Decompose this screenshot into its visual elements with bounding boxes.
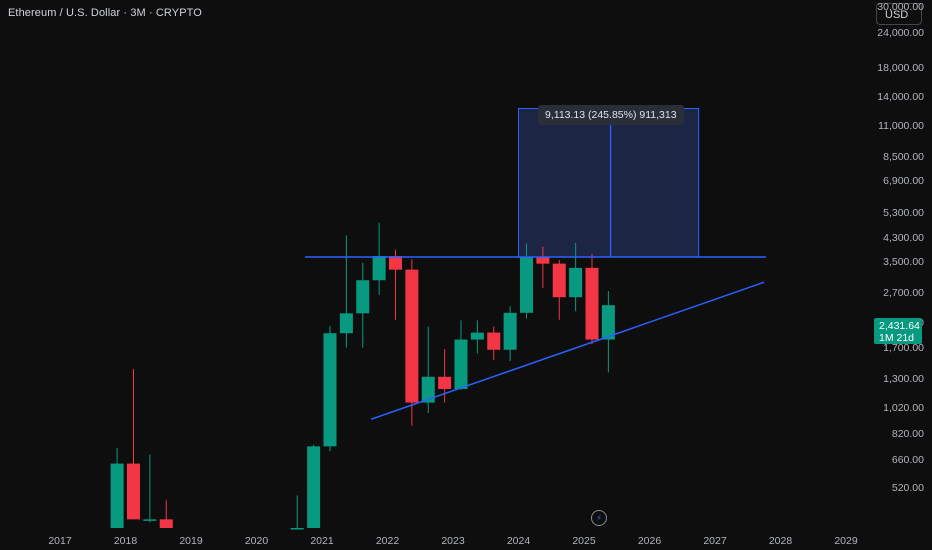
price-axis-label: 660.00 (891, 453, 924, 466)
price-axis-label: 820.00 (891, 428, 924, 441)
price-axis-label: 14,000.00 (877, 91, 924, 104)
candle-body (356, 280, 370, 314)
price-axis-label: 6,900.00 (883, 175, 924, 188)
time-axis-label: 2025 (572, 535, 596, 547)
candle[interactable] (454, 320, 468, 390)
candle-body (585, 267, 599, 340)
price-axis-label: 1,700.00 (883, 341, 924, 354)
candle-body (470, 332, 484, 340)
candle-body (339, 313, 353, 334)
candle-body (372, 255, 386, 281)
measure-label: 9,113.13 (245.85%) 911,313 (538, 105, 684, 125)
last-price-value: 2,431.64 (879, 320, 920, 332)
price-axis-label: 3,500.00 (883, 255, 924, 268)
candle-body (389, 255, 402, 270)
support-trendline[interactable] (370, 281, 765, 420)
candle-body (438, 376, 452, 389)
price-axis-label: 2,700.00 (883, 286, 924, 299)
time-axis-label: 2018 (113, 535, 138, 547)
candle-series (110, 222, 615, 530)
time-axis-label: 2024 (506, 535, 531, 547)
time-axis-label: 2027 (703, 535, 727, 547)
candle-body (110, 463, 124, 528)
price-axis-label: 4,300.00 (883, 231, 924, 244)
price-axis-label: 1,020.00 (883, 402, 924, 415)
time-axis-label: 2019 (179, 535, 203, 547)
candle[interactable] (356, 262, 370, 348)
time-axis-label: 2026 (637, 535, 662, 547)
price-axis-label: 520.00 (891, 482, 924, 495)
candle[interactable] (405, 259, 419, 426)
price-axis-label: 5,300.00 (883, 206, 924, 219)
candle[interactable] (520, 243, 533, 319)
candle[interactable] (389, 249, 402, 320)
price-axis-label: 11,000.00 (878, 120, 924, 133)
candle-body (307, 446, 321, 528)
candle-body (552, 263, 566, 298)
time-axis-label: 2028 (768, 535, 793, 547)
candle[interactable] (536, 246, 550, 289)
candle-body (520, 256, 533, 313)
candle[interactable] (290, 495, 304, 530)
last-price-badge: 2,431.64 1M 21d (874, 318, 922, 344)
candle-body (569, 267, 583, 298)
price-axis-label: 30,000.00 (877, 0, 924, 13)
time-axis-label: 2017 (48, 535, 72, 547)
currency-button[interactable]: USD (876, 3, 922, 25)
time-axis-label: 2023 (441, 535, 465, 547)
candle-body (454, 339, 468, 389)
time-axis-label: 2021 (310, 535, 334, 547)
candle-body (323, 333, 337, 447)
candle[interactable] (339, 235, 353, 348)
candle-body (503, 312, 517, 350)
candle[interactable] (601, 291, 615, 373)
price-axis-label: 18,000.00 (877, 61, 924, 74)
candle-body (143, 519, 157, 521)
time-axis-label: 2029 (834, 535, 858, 547)
candle[interactable] (552, 259, 566, 320)
candle[interactable] (323, 326, 337, 452)
candle-body (127, 463, 140, 520)
candle-body (405, 269, 419, 403)
time-axis-label: 2022 (375, 535, 400, 547)
candle-body (536, 256, 550, 264)
time-axis-label: 2020 (244, 535, 269, 547)
price-axis-label: 24,000.00 (877, 27, 924, 40)
price-axis-label: 8,500.00 (883, 150, 924, 163)
candle-body (421, 376, 435, 403)
candle-body (290, 528, 304, 530)
candle-body (159, 519, 173, 528)
candle[interactable] (110, 447, 124, 528)
bar-countdown: 1M 21d (879, 332, 915, 344)
candle[interactable] (487, 326, 501, 361)
candle[interactable] (503, 306, 517, 361)
candle[interactable] (159, 500, 173, 528)
candle[interactable] (307, 444, 321, 528)
target-projection-box[interactable] (518, 108, 700, 258)
candle[interactable] (470, 320, 484, 354)
candle[interactable] (569, 242, 583, 312)
price-axis-label: 1,300.00 (883, 373, 924, 386)
candle[interactable] (143, 454, 157, 523)
candle-body (601, 305, 615, 340)
replay-lightning-icon[interactable]: ⚡ (591, 510, 607, 526)
candle-body (487, 332, 501, 350)
symbol-title: Ethereum / U.S. Dollar · 3M · CRYPTO (8, 7, 202, 19)
candle[interactable] (127, 369, 140, 520)
candle[interactable] (372, 222, 386, 295)
candle[interactable] (585, 254, 599, 345)
